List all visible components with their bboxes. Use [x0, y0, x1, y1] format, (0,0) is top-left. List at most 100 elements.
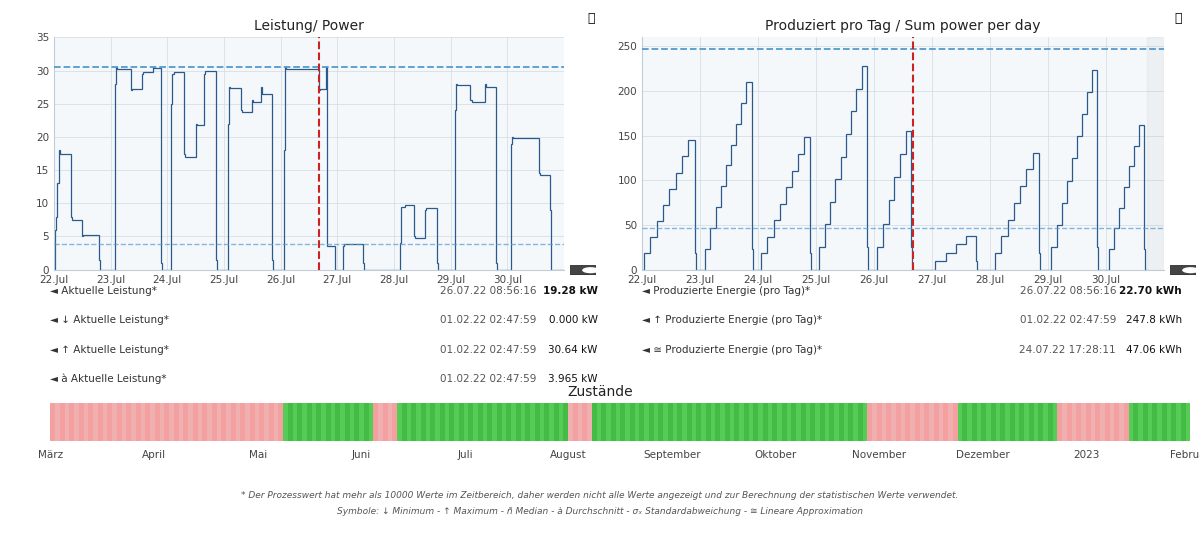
- Text: 🔍: 🔍: [1175, 12, 1182, 25]
- Bar: [1062, 403, 1068, 441]
- Bar: [1081, 403, 1086, 441]
- Bar: [1033, 403, 1039, 441]
- Bar: [169, 403, 174, 441]
- Bar: [545, 403, 550, 441]
- Bar: [283, 403, 288, 441]
- Bar: [1020, 403, 1025, 441]
- Bar: [331, 403, 336, 441]
- Bar: [706, 403, 712, 441]
- Bar: [863, 403, 868, 441]
- Bar: [521, 403, 526, 441]
- Bar: [274, 403, 278, 441]
- Bar: [749, 403, 754, 441]
- Bar: [763, 403, 768, 441]
- Bar: [121, 403, 127, 441]
- Bar: [659, 403, 664, 441]
- Bar: [1171, 403, 1177, 441]
- Bar: [872, 403, 877, 441]
- Bar: [487, 403, 493, 441]
- Bar: [440, 403, 445, 441]
- Bar: [108, 403, 113, 441]
- Bar: [136, 403, 142, 441]
- Bar: [787, 403, 792, 441]
- Bar: [972, 403, 977, 441]
- Bar: [250, 403, 256, 441]
- Bar: [868, 403, 872, 441]
- Bar: [805, 403, 811, 441]
- Bar: [70, 403, 74, 441]
- Bar: [155, 403, 161, 441]
- Bar: [392, 403, 397, 441]
- Bar: [150, 403, 156, 441]
- Bar: [298, 403, 302, 441]
- Bar: [962, 403, 967, 441]
- Bar: [530, 403, 535, 441]
- Bar: [354, 403, 360, 441]
- Bar: [340, 403, 346, 441]
- Bar: [112, 403, 118, 441]
- Bar: [1038, 403, 1044, 441]
- Bar: [431, 403, 436, 441]
- Bar: [193, 403, 198, 441]
- Bar: [720, 403, 726, 441]
- Text: 26.07.22 08:56:16: 26.07.22 08:56:16: [440, 286, 536, 296]
- Bar: [164, 403, 169, 441]
- Bar: [616, 403, 620, 441]
- Bar: [140, 403, 146, 441]
- Bar: [896, 403, 901, 441]
- Bar: [758, 403, 763, 441]
- Bar: [416, 403, 421, 441]
- Bar: [844, 403, 848, 441]
- Bar: [126, 403, 132, 441]
- Text: April: April: [142, 450, 166, 460]
- Bar: [906, 403, 911, 441]
- Bar: [919, 403, 925, 441]
- Bar: [892, 403, 896, 441]
- Bar: [94, 403, 98, 441]
- Bar: [986, 403, 991, 441]
- Bar: [982, 403, 986, 441]
- Bar: [1152, 403, 1158, 441]
- Bar: [1076, 403, 1081, 441]
- Bar: [550, 403, 554, 441]
- Bar: [378, 403, 384, 441]
- Bar: [454, 403, 460, 441]
- Text: 01.02.22 02:47:59: 01.02.22 02:47:59: [1020, 316, 1116, 325]
- Text: November: November: [852, 450, 906, 460]
- Bar: [222, 403, 227, 441]
- Text: ◄ à Aktuelle Leistung*: ◄ à Aktuelle Leistung*: [50, 374, 167, 384]
- Text: ◄ ≅ Produzierte Energie (pro Tag)*: ◄ ≅ Produzierte Energie (pro Tag)*: [642, 345, 822, 355]
- Bar: [834, 403, 840, 441]
- Text: 0.000 kW: 0.000 kW: [548, 316, 598, 325]
- Bar: [1024, 403, 1030, 441]
- Text: Zustände: Zustände: [568, 386, 632, 399]
- Text: Dezember: Dezember: [956, 450, 1010, 460]
- Bar: [1124, 403, 1129, 441]
- Bar: [587, 403, 593, 441]
- Bar: [601, 403, 607, 441]
- Bar: [934, 403, 940, 441]
- Bar: [606, 403, 612, 441]
- Bar: [1001, 403, 1006, 441]
- Bar: [383, 403, 389, 441]
- Text: ◄ Produzierte Energie (pro Tag)*: ◄ Produzierte Energie (pro Tag)*: [642, 286, 810, 296]
- Bar: [877, 403, 882, 441]
- Bar: [1100, 403, 1105, 441]
- Bar: [1157, 403, 1163, 441]
- Bar: [264, 403, 270, 441]
- Bar: [174, 403, 179, 441]
- Bar: [848, 403, 853, 441]
- Bar: [506, 403, 511, 441]
- Bar: [468, 403, 474, 441]
- FancyBboxPatch shape: [569, 265, 598, 275]
- Bar: [1067, 403, 1073, 441]
- Bar: [701, 403, 707, 441]
- Bar: [824, 403, 830, 441]
- Bar: [302, 403, 307, 441]
- Bar: [1105, 403, 1110, 441]
- Bar: [79, 403, 84, 441]
- Bar: [668, 403, 673, 441]
- Bar: [582, 403, 588, 441]
- Bar: [572, 403, 578, 441]
- Bar: [278, 403, 283, 441]
